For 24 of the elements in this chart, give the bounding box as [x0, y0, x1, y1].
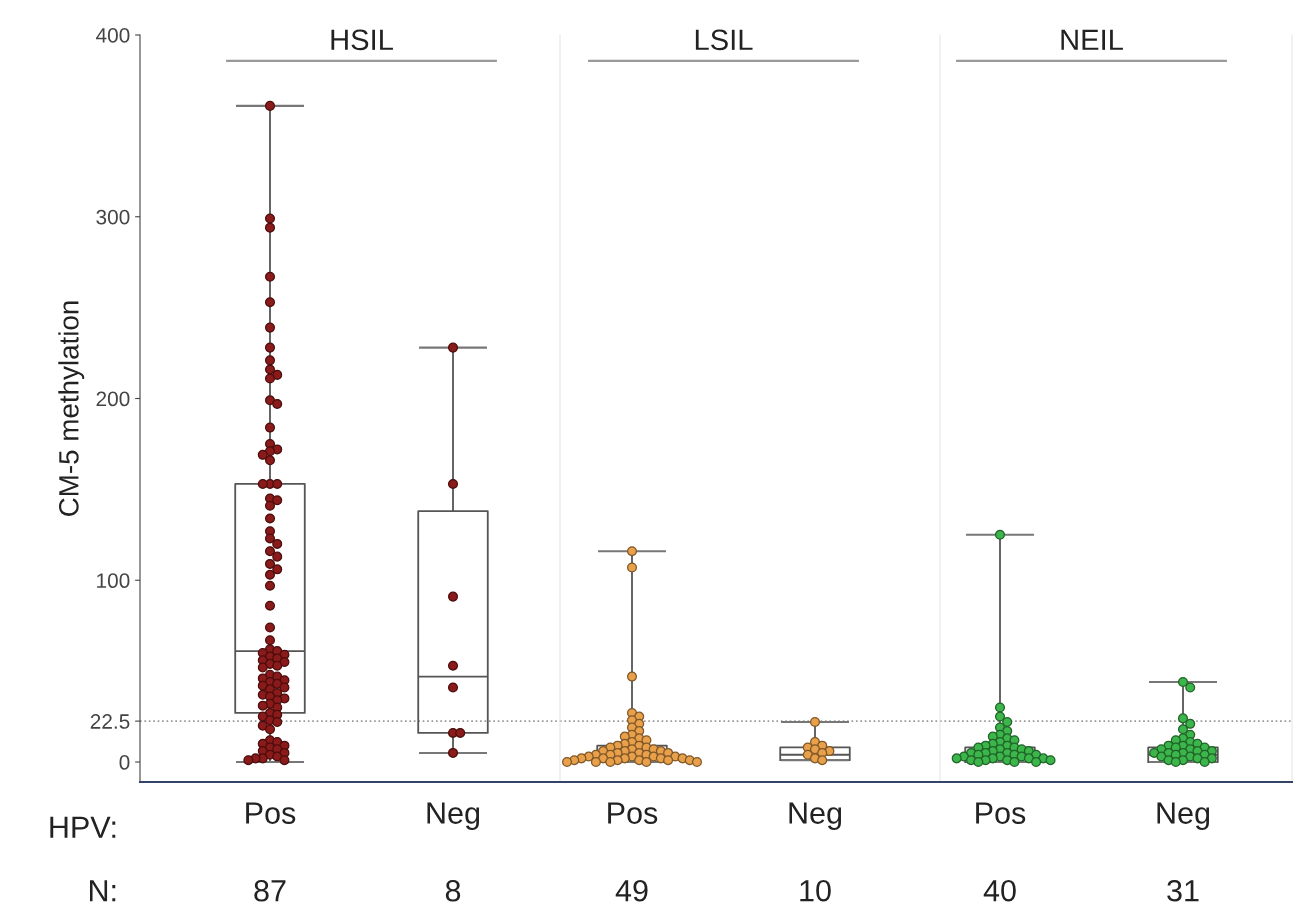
- x-tick-label: Pos: [608, 802, 658, 824]
- text: N:: [89, 880, 116, 902]
- y-tick-label: 200: [96, 391, 130, 407]
- text: 31: [1167, 879, 1199, 902]
- text: 49: [615, 879, 648, 902]
- y-tick-label: 100: [97, 573, 130, 589]
- x-tick-label: Neg: [427, 802, 480, 830]
- chart-title: LSIL: [695, 29, 753, 51]
- x-tick-label: Pos: [246, 802, 296, 824]
- chart-title: NEIL: [1061, 29, 1123, 50]
- x-tick-label: Neg: [1157, 802, 1210, 830]
- text: HPV:: [50, 816, 116, 838]
- chart-title: HSIL: [331, 29, 393, 51]
- x-tick-label: Neg: [789, 802, 842, 830]
- text: 10: [800, 879, 831, 902]
- y-tick-label: 22.5: [90, 714, 130, 729]
- text: 8: [445, 879, 461, 902]
- text: 87: [254, 879, 286, 902]
- x-tick-label: Pos: [976, 802, 1026, 824]
- y-tick-label: 0: [119, 755, 130, 770]
- y-tick-label: 400: [96, 28, 130, 43]
- y-tick-label: 300: [96, 209, 130, 225]
- y-axis-title: CM-5 methylation: [58, 301, 85, 516]
- text: 40: [983, 879, 1016, 902]
